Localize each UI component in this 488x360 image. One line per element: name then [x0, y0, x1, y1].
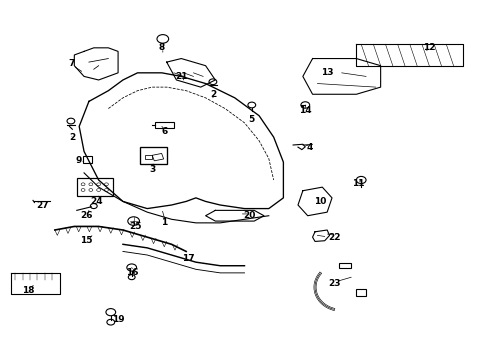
- Text: 8: 8: [159, 43, 164, 52]
- Text: 27: 27: [36, 201, 49, 210]
- Text: 1: 1: [161, 219, 167, 228]
- Text: 6: 6: [161, 127, 167, 136]
- Text: 19: 19: [112, 315, 124, 324]
- Text: 11: 11: [352, 179, 364, 188]
- Text: 2: 2: [209, 90, 216, 99]
- Text: 7: 7: [68, 59, 75, 68]
- Text: 10: 10: [313, 197, 325, 206]
- Text: 2: 2: [69, 132, 75, 141]
- Text: 14: 14: [298, 106, 311, 115]
- Text: 12: 12: [422, 43, 435, 52]
- Text: 15: 15: [80, 236, 93, 245]
- Text: 13: 13: [320, 68, 333, 77]
- Text: 3: 3: [149, 165, 155, 174]
- Text: 22: 22: [327, 233, 340, 242]
- Text: 23: 23: [327, 279, 340, 288]
- Text: 16: 16: [126, 268, 139, 277]
- Text: 24: 24: [90, 197, 102, 206]
- Text: 18: 18: [22, 286, 34, 295]
- Text: 4: 4: [306, 143, 313, 152]
- Text: 20: 20: [243, 211, 255, 220]
- Text: 17: 17: [182, 254, 195, 263]
- Text: 5: 5: [248, 115, 254, 124]
- Text: 25: 25: [128, 222, 141, 231]
- Text: 21: 21: [175, 72, 187, 81]
- Text: 26: 26: [80, 211, 93, 220]
- Text: 9: 9: [76, 156, 82, 165]
